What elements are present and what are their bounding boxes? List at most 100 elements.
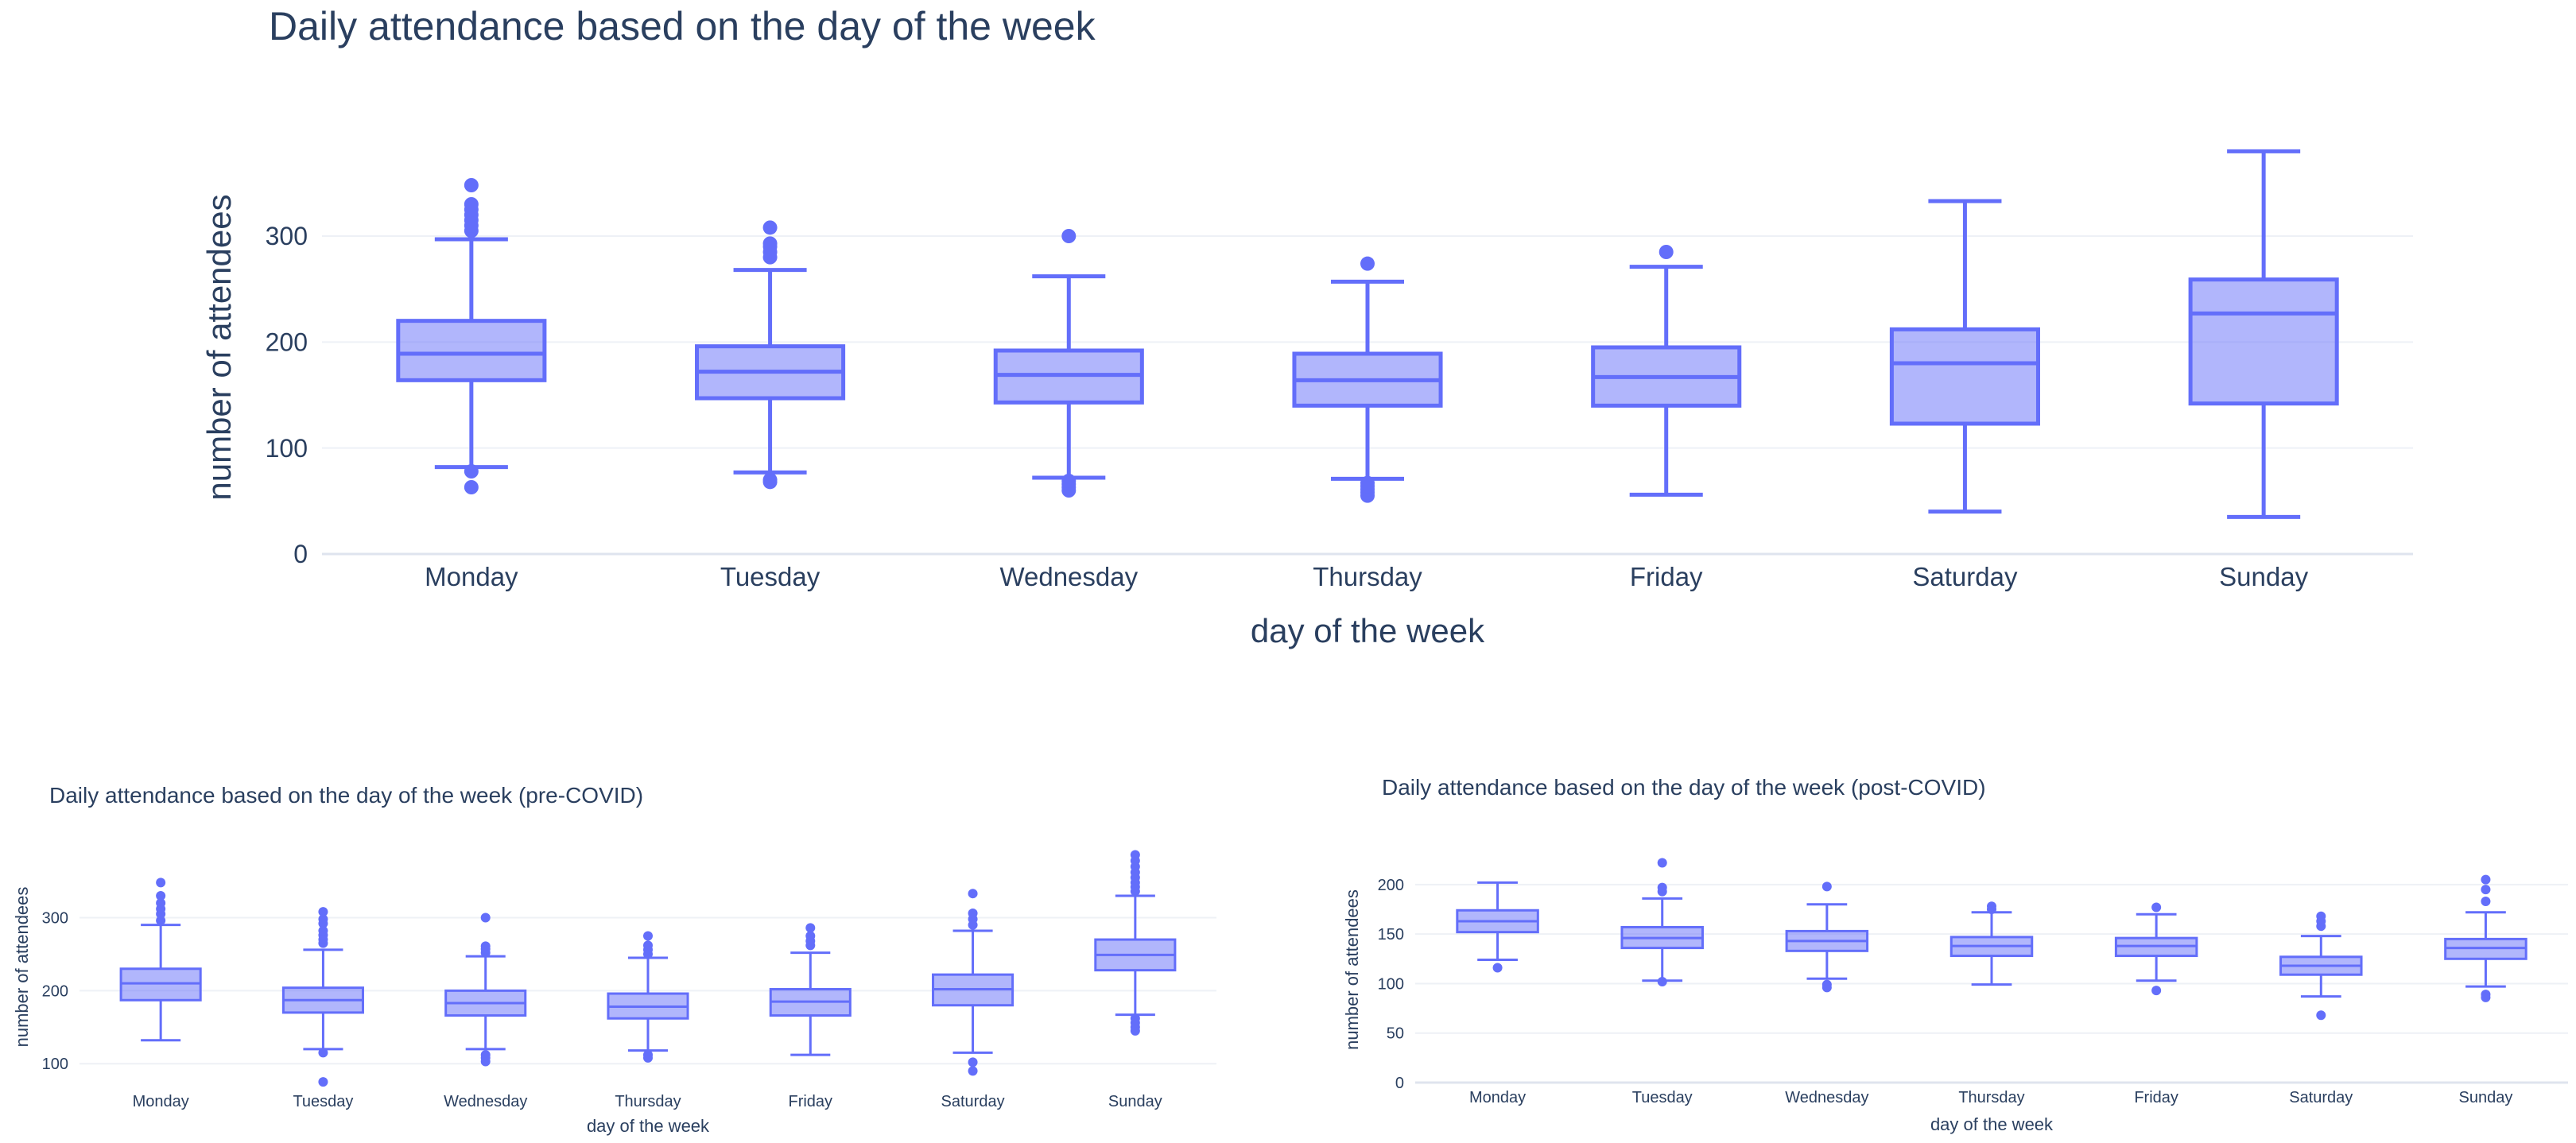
x-axis-title: day of the week [1251,612,1485,649]
iqr-box [396,319,547,382]
outlier-point [1360,475,1375,490]
post-covid-box-plot: 0 50 100 150 200 Monday Tuesday Wednesday Thursd… [1342,858,2568,1134]
box-friday [1591,245,1742,497]
box-monday [1456,881,1539,973]
box-wednesday [444,912,527,1067]
main-box-plot: 0 100 200 300 Monday Tuesday Wednesday Thursday… [200,149,2413,649]
outlier-point [1657,882,1667,893]
x-tick-label: Thursday [1958,1089,2024,1106]
outlier-point [1130,850,1140,860]
x-tick-label: Thursday [1313,562,1422,591]
x-tick-label: Saturday [2289,1089,2353,1106]
outlier-point [643,931,653,941]
y-axis-title: number of attendees [12,887,32,1048]
y-tick-label: 200 [266,328,308,357]
y-tick-label: 300 [42,910,68,928]
outlier-point [1061,229,1077,243]
outlier-point [464,197,479,211]
x-tick-label: Sunday [2219,562,2308,591]
box-tuesday [281,907,364,1087]
iqr-box [1889,327,2040,426]
outlier-point [1657,858,1667,868]
outlier-point [2481,874,2491,885]
x-tick-label: Tuesday [293,1093,353,1110]
x-tick-label: Monday [425,562,518,591]
y-tick-label: 100 [42,1056,68,1073]
outlier-point [968,889,978,899]
y-axis-title: number of attendees [1342,889,1362,1050]
x-tick-label: Wednesday [1785,1089,1868,1106]
box-sunday [2188,149,2339,519]
outlier-point [805,923,816,933]
x-tick-label: Monday [1469,1089,1526,1106]
outlier-point [480,941,491,951]
x-tick-label: Sunday [1108,1093,1162,1110]
outlier-point [480,1050,491,1060]
box-tuesday [695,220,846,490]
y-tick-label: 200 [42,982,68,1000]
box-monday [396,178,547,494]
box-tuesday [1620,858,1704,986]
x-tick-label: Sunday [2459,1089,2513,1106]
outlier-point [762,236,778,251]
y-tick-label: 200 [1378,877,1404,894]
outlier-point [1987,901,1996,912]
outlier-point [1130,1013,1140,1024]
box-monday [119,878,202,1042]
outlier-point [643,940,653,951]
outlier-point [2316,1010,2326,1021]
box-wednesday [1785,881,1869,993]
outlier-point [2481,885,2491,895]
box-thursday [1949,901,2034,986]
outlier-point [1061,474,1077,488]
outlier-point [643,1050,653,1060]
main-chart-title: Daily attendance based on the day of the… [269,4,1096,48]
outlier-point [1658,245,1674,259]
y-tick-label: 0 [293,540,308,568]
y-tick-label: 100 [1378,975,1404,993]
x-axis-title: day of the week [587,1116,710,1136]
x-axis-title: day of the week [1930,1114,2054,1134]
y-axis-title: number of attendees [200,194,238,500]
y-tick-label: 0 [1395,1075,1404,1092]
outlier-point [156,898,166,909]
box-thursday [607,931,689,1063]
outlier-point [968,908,978,918]
box-sunday [2444,874,2528,1002]
box-saturday [932,889,1014,1076]
x-tick-label: Monday [133,1093,189,1110]
x-tick-label: Wednesday [999,562,1138,591]
x-tick-label: Wednesday [444,1093,527,1110]
box-sunday [1094,850,1177,1036]
outlier-point [2481,990,2491,1000]
outlier-point [805,931,816,941]
outlier-point [318,1077,328,1087]
outlier-point [480,912,491,923]
x-tick-label: Friday [1630,562,1703,591]
pre-covid-box-plot: 100 200 300 Monday Tuesday Wednesday Thursday F… [12,850,1216,1136]
outlier-point [318,907,328,917]
y-tick-label: 100 [266,434,308,463]
outlier-point [464,480,479,494]
outlier-point [762,472,778,487]
outlier-point [156,916,166,926]
outlier-point [2151,986,2162,996]
y-tick-label: 150 [1378,926,1404,943]
y-tick-label: 50 [1387,1025,1404,1043]
outlier-point [1657,976,1667,986]
iqr-box [2188,277,2339,406]
outlier-point [2151,902,2162,912]
x-tick-label: Friday [788,1093,832,1110]
box-saturday [1889,199,2040,514]
outlier-point [318,914,328,924]
outlier-point [156,890,166,901]
pre-covid-chart-title: Daily attendance based on the day of the… [49,783,644,808]
box-wednesday [993,229,1144,498]
outlier-point [1821,881,1832,892]
box-saturday [2279,911,2363,1021]
x-tick-label: Friday [2134,1089,2178,1106]
outlier-point [318,926,328,936]
outlier-point [2316,911,2326,921]
outlier-point [968,1057,978,1067]
